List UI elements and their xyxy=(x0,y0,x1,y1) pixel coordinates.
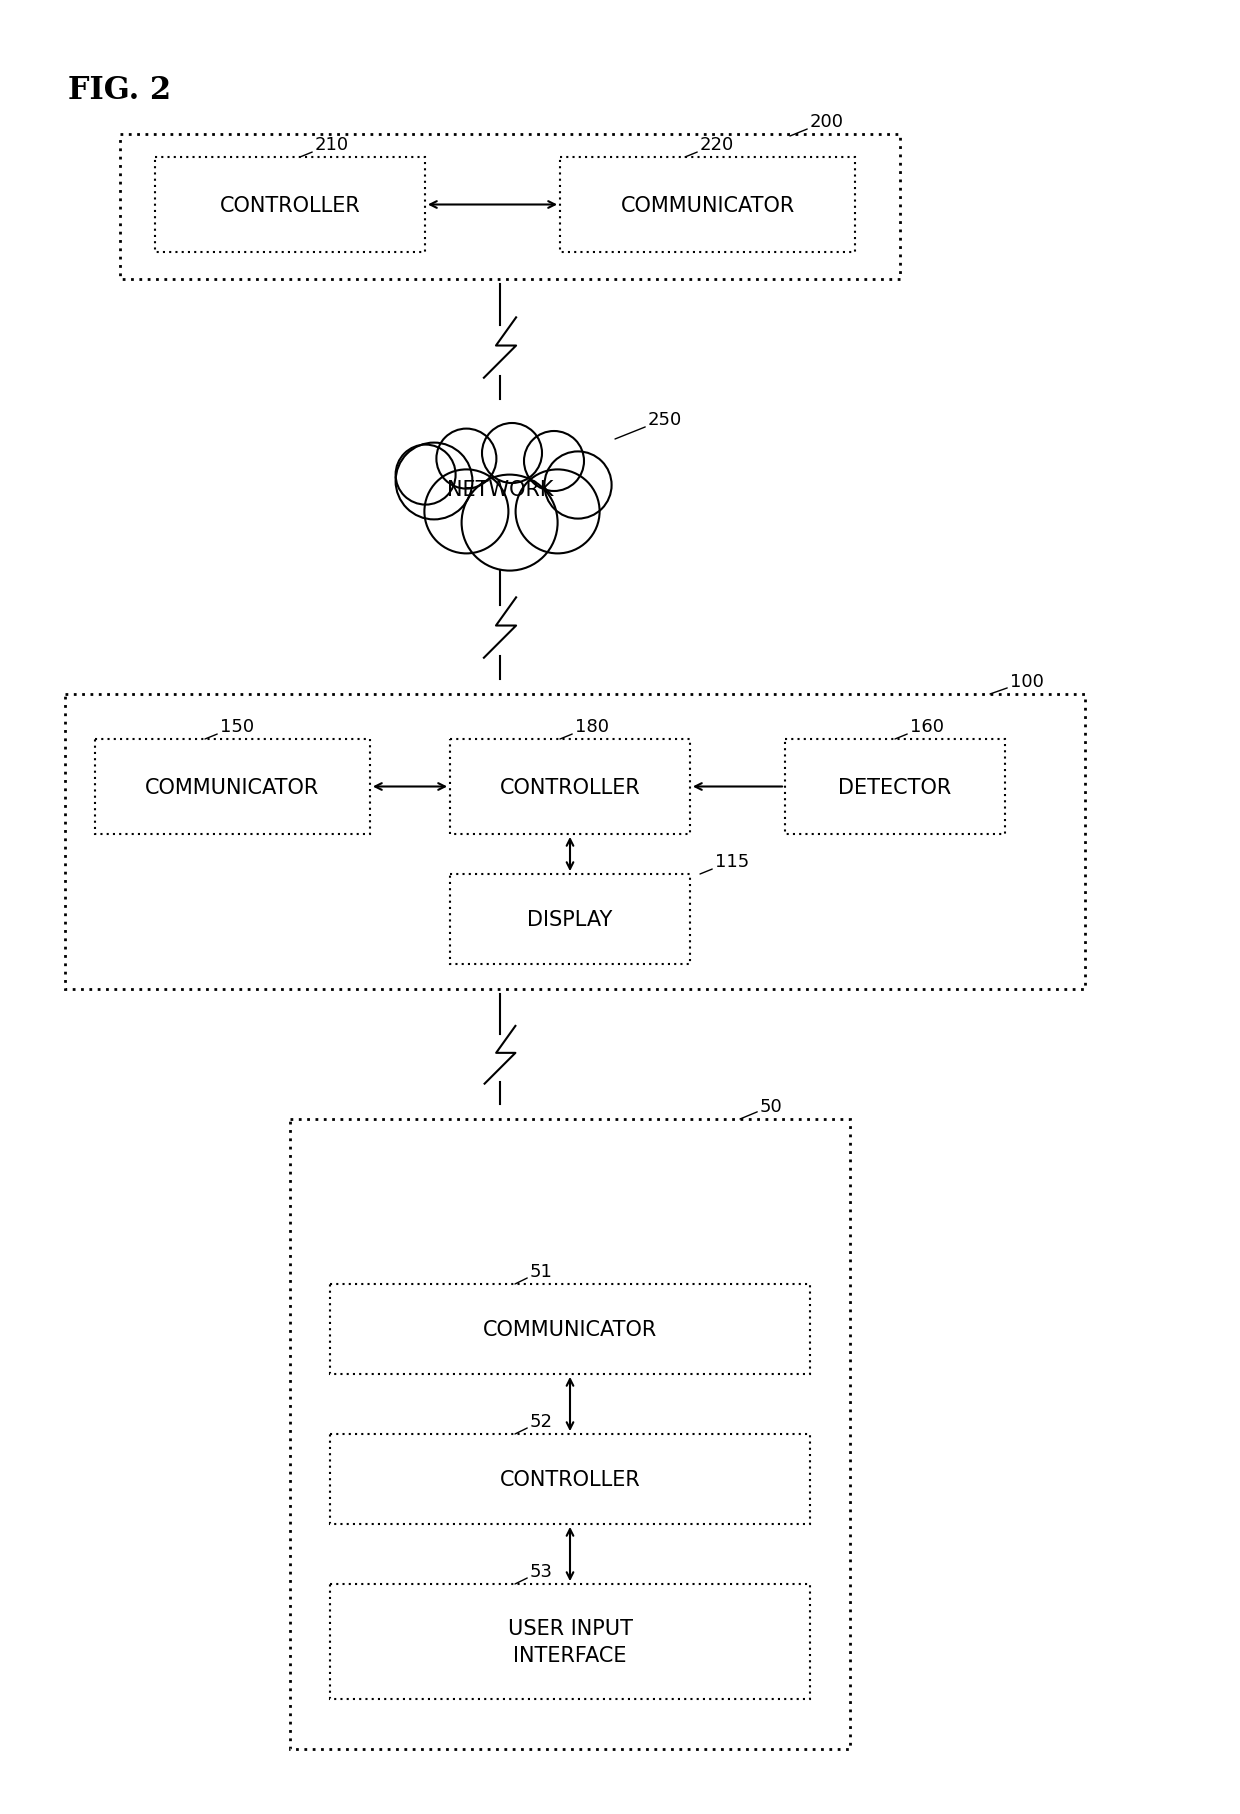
Bar xyxy=(450,740,689,834)
Text: 220: 220 xyxy=(684,136,734,158)
Text: USER INPUT
INTERFACE: USER INPUT INTERFACE xyxy=(507,1618,632,1665)
Text: COMMUNICATOR: COMMUNICATOR xyxy=(482,1319,657,1339)
Text: 100: 100 xyxy=(990,673,1044,695)
Bar xyxy=(290,1119,849,1749)
Text: COMMUNICATOR: COMMUNICATOR xyxy=(620,196,795,216)
Text: 50: 50 xyxy=(740,1097,782,1119)
Text: 53: 53 xyxy=(515,1562,553,1584)
Text: 210: 210 xyxy=(300,136,350,158)
Bar xyxy=(330,1284,810,1375)
Text: 115: 115 xyxy=(701,853,749,874)
Text: CONTROLLER: CONTROLLER xyxy=(219,196,361,216)
Text: CONTROLLER: CONTROLLER xyxy=(500,1469,640,1489)
Text: COMMUNICATOR: COMMUNICATOR xyxy=(145,776,320,796)
Text: 160: 160 xyxy=(895,718,944,740)
Text: 200: 200 xyxy=(790,112,844,136)
Bar xyxy=(330,1584,810,1700)
Bar xyxy=(560,158,856,252)
Text: 150: 150 xyxy=(205,718,254,740)
Bar xyxy=(155,158,425,252)
Text: 250: 250 xyxy=(615,410,682,439)
Text: NETWORK: NETWORK xyxy=(446,479,553,499)
Text: FIG. 2: FIG. 2 xyxy=(68,74,171,105)
Bar xyxy=(120,134,900,279)
Text: 51: 51 xyxy=(515,1263,553,1284)
Text: 52: 52 xyxy=(515,1413,553,1435)
Text: CONTROLLER: CONTROLLER xyxy=(500,776,640,796)
Text: 180: 180 xyxy=(560,718,609,740)
Text: DISPLAY: DISPLAY xyxy=(527,909,613,929)
Text: DETECTOR: DETECTOR xyxy=(838,776,951,796)
Bar xyxy=(785,740,1004,834)
Bar xyxy=(330,1435,810,1524)
Bar xyxy=(450,874,689,965)
Bar xyxy=(64,695,1085,989)
Bar xyxy=(95,740,370,834)
